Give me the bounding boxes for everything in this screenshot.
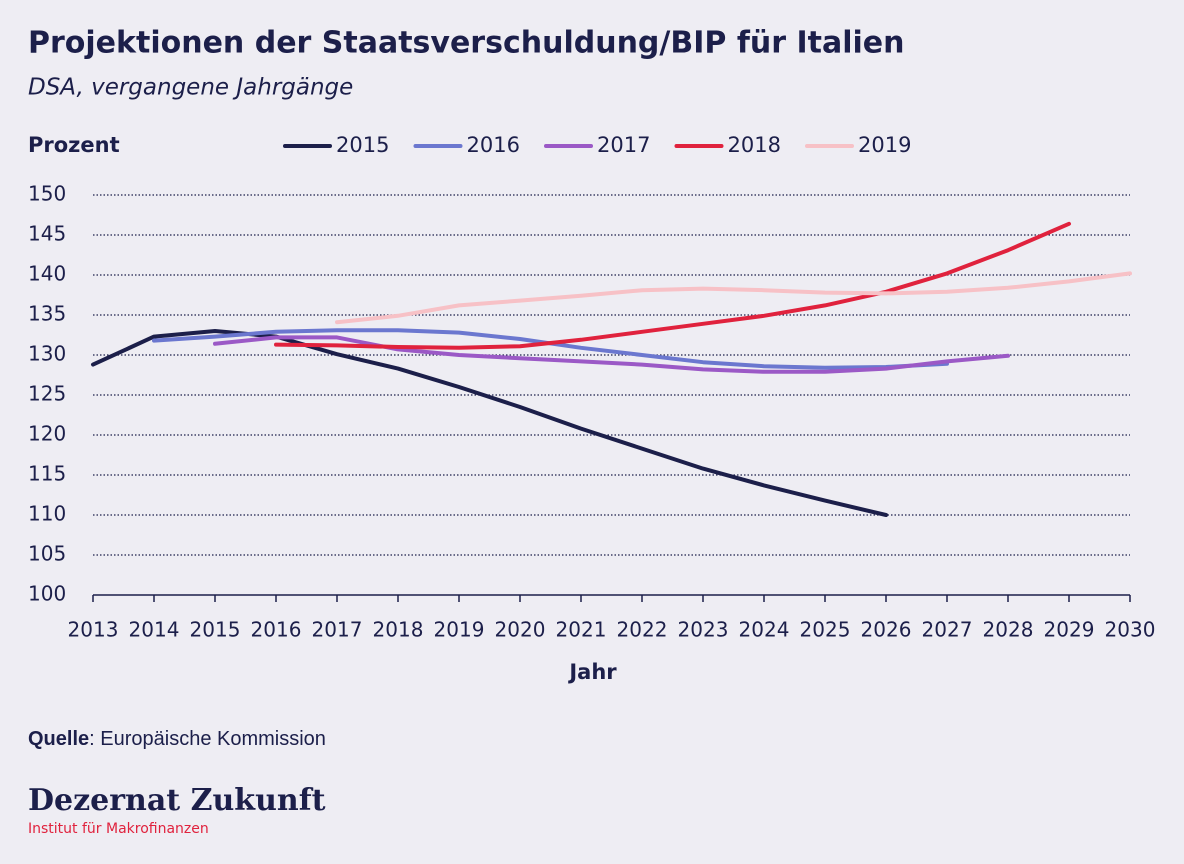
x-tick-label: 2014 [129,618,180,642]
source-label: Quelle [28,728,89,750]
y-tick-label: 100 [28,582,66,606]
x-axis-label: Jahr [567,660,617,684]
y-tick-label: 115 [28,462,66,486]
x-tick-label: 2019 [434,618,485,642]
chart-subtitle: DSA, vergangene Jahrgänge [28,75,353,101]
x-tick-label: 2023 [678,618,729,642]
y-tick-label: 105 [28,542,66,566]
brand-subtitle: Institut für Makrofinanzen [28,821,209,837]
y-tick-label: 110 [28,502,66,526]
x-tick-label: 2016 [251,618,302,642]
legend-label: 2019 [858,133,911,157]
source-text: : Europäische Kommission [89,728,326,750]
y-tick-label: 150 [28,182,66,206]
x-tick-label: 2013 [68,618,119,642]
x-tick-label: 2025 [800,618,851,642]
legend-label: 2018 [728,133,781,157]
x-tick-label: 2018 [373,618,424,642]
y-axis-label: Prozent [28,133,120,157]
x-tick-label: 2017 [312,618,363,642]
x-tick-label: 2021 [556,618,607,642]
chart-title: Projektionen der Staatsverschuldung/BIP … [28,26,905,61]
series-line [335,271,1132,325]
y-tick-label: 125 [28,382,66,406]
x-tick-label: 2022 [617,618,668,642]
y-tick-label: 145 [28,222,66,246]
legend-label: 2016 [467,133,520,157]
legend-label: 2015 [336,133,389,157]
x-tick-label: 2020 [495,618,546,642]
series-line [274,221,1071,350]
brand: Dezernat Zukunft [28,783,326,818]
x-tick-label: 2029 [1044,618,1095,642]
x-tick-label: 2015 [190,618,241,642]
x-tick-label: 2028 [983,618,1034,642]
y-tick-label: 140 [28,262,66,286]
y-tick-label: 120 [28,422,66,446]
source: Quelle: Europäische Kommission [28,728,326,750]
x-tick-label: 2024 [739,618,790,642]
y-tick-label: 130 [28,342,66,366]
y-tick-label: 135 [28,302,66,326]
series-line [91,329,888,517]
x-tick-label: 2026 [861,618,912,642]
x-tick-label: 2030 [1105,618,1156,642]
x-tick-label: 2027 [922,618,973,642]
legend-label: 2017 [597,133,650,157]
series-line [213,335,1010,374]
